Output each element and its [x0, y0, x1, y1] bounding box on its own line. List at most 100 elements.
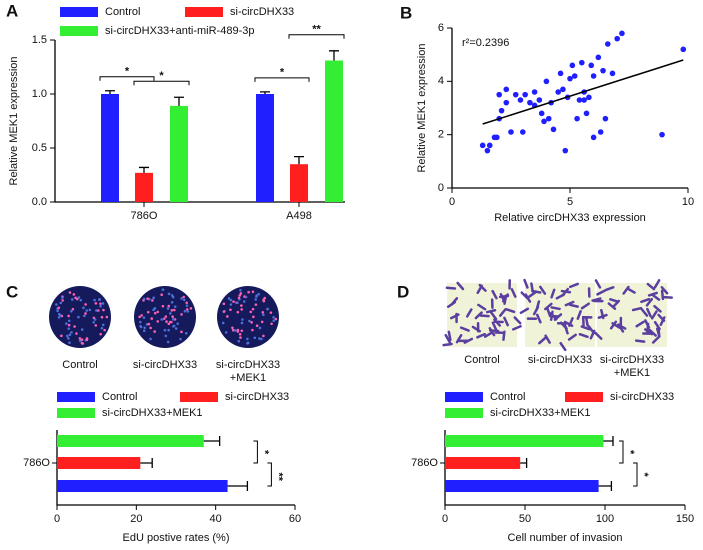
error-bar — [603, 436, 614, 446]
micrograph-cell — [651, 293, 661, 301]
point — [600, 67, 606, 74]
legend-label: si-circDHX33+MEK1 — [490, 407, 591, 419]
point — [604, 41, 611, 47]
micrograph-cell — [173, 318, 177, 321]
point — [590, 134, 597, 141]
x-tick-label: 20 — [130, 513, 142, 525]
micrograph-cell — [180, 313, 183, 316]
micrograph-cell — [229, 298, 233, 302]
micrograph-cell — [478, 283, 487, 292]
micrograph-cell — [94, 302, 98, 305]
micrograph-cell — [65, 334, 69, 338]
micrograph-cell — [567, 333, 577, 341]
error-bar — [139, 166, 149, 173]
micrograph-cell — [222, 302, 226, 306]
micrograph-cell — [240, 308, 243, 311]
micrograph-cell — [84, 312, 87, 315]
micrograph-cell — [99, 332, 102, 336]
y-tick-label: 786O — [23, 457, 50, 469]
micrograph-cell — [600, 308, 605, 320]
micrograph-cell — [584, 316, 589, 327]
point — [545, 115, 552, 122]
bar — [101, 94, 119, 202]
micrograph-cell — [260, 337, 263, 341]
micrograph-cell — [262, 334, 265, 338]
micrograph-cell — [239, 336, 242, 339]
micrograph-cell — [234, 329, 237, 332]
micrograph-cell — [251, 328, 254, 332]
image-caption: +MEK1 — [614, 367, 650, 379]
micrograph-cell — [168, 320, 172, 324]
micrograph-cell — [142, 316, 146, 319]
micrograph-cell — [101, 302, 105, 305]
micrograph-cell — [550, 288, 556, 299]
micrograph-cell — [255, 294, 259, 297]
point — [567, 75, 573, 82]
legend-swatch — [57, 392, 95, 402]
point — [680, 46, 687, 53]
micrograph-cell — [261, 311, 265, 314]
micrograph-cell — [142, 297, 146, 301]
micrograph-cell — [253, 336, 257, 340]
micrograph-cell — [498, 294, 510, 299]
x-tick-label: 50 — [519, 513, 531, 525]
micrograph-cell — [635, 320, 645, 328]
micrograph-cell — [238, 294, 242, 297]
micrograph-cell — [103, 328, 106, 332]
micrograph-cell — [242, 300, 246, 303]
micrograph-cell — [576, 309, 582, 320]
micrograph-cell — [105, 315, 109, 319]
image-caption: si-circDHX33 — [133, 359, 197, 371]
micrograph-cell — [559, 341, 567, 352]
error-bar — [203, 436, 221, 446]
micrograph-cell — [94, 324, 98, 327]
point — [541, 118, 547, 125]
micrograph-cell — [100, 326, 104, 330]
x-axis-label: EdU postive rates (%) — [123, 532, 230, 544]
micrograph-cell — [163, 328, 167, 332]
micrograph-cell — [185, 301, 189, 305]
legend-swatch — [57, 408, 95, 418]
micrograph-cell — [254, 298, 258, 301]
micrograph-cell — [578, 332, 589, 339]
fit-line — [482, 59, 684, 125]
micrograph-cell — [272, 315, 275, 319]
micrograph-cell — [252, 315, 255, 319]
micrograph-cell — [244, 295, 248, 299]
error-bar — [294, 155, 304, 165]
micrograph-cell — [594, 331, 603, 340]
x-tick-label: 0 — [54, 513, 60, 525]
micrograph-cell — [609, 298, 620, 303]
micrograph-cell — [164, 315, 168, 318]
micrograph-cell — [651, 335, 661, 344]
y-tick-label: 4 — [438, 75, 444, 87]
image-caption: si-circDHX33 — [216, 359, 280, 371]
error-bar — [227, 481, 249, 491]
point — [576, 97, 583, 103]
micrograph-cell — [646, 282, 656, 291]
micrograph-cell — [77, 315, 80, 319]
micrograph-cell — [274, 317, 278, 321]
x-tick-label: 0 — [442, 513, 448, 525]
error-bar — [105, 90, 115, 94]
legend-swatch — [445, 392, 483, 402]
micrograph-cell — [519, 307, 530, 315]
micrograph-cell — [72, 293, 76, 296]
micrograph-cell — [139, 324, 142, 328]
micrograph-cell — [60, 334, 63, 338]
legend-swatch — [60, 26, 98, 36]
micrograph-cell — [498, 308, 507, 317]
micrograph-cell — [644, 319, 651, 329]
micrograph-cell — [580, 302, 590, 310]
micrograph-cell — [55, 303, 58, 306]
x-tick-label: 60 — [289, 513, 301, 525]
bar — [57, 457, 141, 469]
micrograph-cell — [648, 328, 657, 337]
micrograph-cell — [170, 309, 174, 312]
image-caption: si-circDHX33 — [600, 354, 664, 366]
point — [536, 97, 543, 103]
micrograph-cell — [167, 304, 171, 308]
micrograph-cell — [171, 318, 175, 321]
micrograph-cell — [68, 333, 72, 337]
point — [538, 110, 545, 117]
